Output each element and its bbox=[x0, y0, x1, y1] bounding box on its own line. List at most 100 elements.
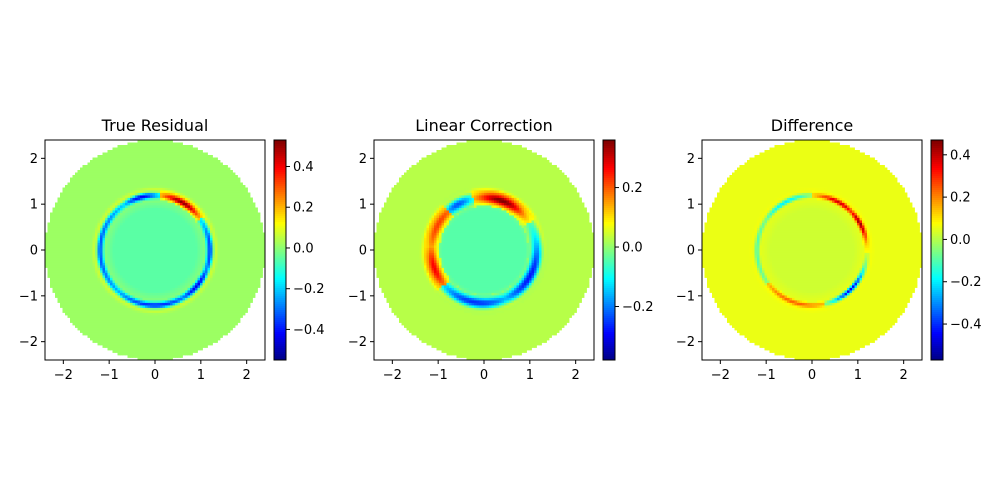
heatmap-cell bbox=[145, 200, 148, 203]
heatmap-cell bbox=[172, 335, 176, 338]
heatmap-cell bbox=[105, 337, 108, 341]
heatmap-cell bbox=[120, 305, 123, 308]
heatmap-cell bbox=[175, 162, 178, 166]
heatmap-cell bbox=[107, 297, 111, 301]
heatmap-cell bbox=[65, 200, 68, 203]
heatmap-cell bbox=[210, 317, 213, 321]
heatmap-cell bbox=[150, 235, 153, 238]
heatmap-cell bbox=[152, 255, 156, 258]
heatmap-cell bbox=[172, 322, 176, 326]
heatmap-cell bbox=[112, 252, 116, 256]
heatmap-cell bbox=[97, 202, 101, 206]
heatmap-cell bbox=[125, 192, 128, 196]
heatmap-cell bbox=[195, 232, 198, 236]
heatmap-cell bbox=[177, 170, 181, 173]
heatmap-cell bbox=[170, 245, 173, 248]
heatmap-cell bbox=[77, 197, 81, 201]
heatmap-cell bbox=[162, 355, 166, 358]
heatmap-cell bbox=[205, 332, 208, 336]
heatmap-cell bbox=[105, 305, 108, 308]
heatmap-cell bbox=[185, 190, 188, 193]
heatmap-cell bbox=[105, 325, 108, 328]
heatmap-cell bbox=[177, 285, 181, 288]
heatmap-cell bbox=[97, 225, 101, 228]
heatmap-cell bbox=[102, 332, 106, 336]
heatmap-cell bbox=[145, 347, 148, 351]
heatmap-cell bbox=[127, 195, 131, 198]
heatmap-cell bbox=[130, 220, 133, 223]
heatmap-cell bbox=[57, 260, 61, 263]
heatmap-cell bbox=[57, 220, 61, 223]
heatmap-cell bbox=[85, 257, 88, 261]
heatmap-cell bbox=[57, 212, 61, 216]
heatmap-cell bbox=[120, 255, 123, 258]
heatmap-cell bbox=[140, 330, 143, 333]
heatmap-cell bbox=[95, 160, 98, 163]
heatmap-cell bbox=[85, 247, 88, 251]
heatmap-cell bbox=[135, 270, 138, 273]
heatmap-cell bbox=[117, 307, 121, 311]
heatmap-cell bbox=[150, 335, 153, 338]
heatmap-cell bbox=[195, 247, 198, 251]
heatmap-cell bbox=[185, 322, 188, 326]
heatmap-cell bbox=[117, 177, 121, 181]
heatmap-cell bbox=[45, 255, 48, 258]
heatmap-cell bbox=[75, 180, 78, 183]
heatmap-cell bbox=[80, 257, 83, 261]
heatmap-cell bbox=[210, 287, 213, 291]
heatmap-cell bbox=[102, 257, 106, 261]
heatmap-cell bbox=[205, 317, 208, 321]
heatmap-cell bbox=[77, 322, 81, 326]
heatmap-cell bbox=[167, 147, 171, 151]
heatmap-cell bbox=[177, 307, 181, 311]
heatmap-cell bbox=[90, 297, 93, 301]
heatmap-cell bbox=[177, 347, 181, 351]
heatmap-cell bbox=[90, 287, 93, 291]
heatmap-cell bbox=[115, 177, 118, 181]
heatmap-cell bbox=[162, 345, 166, 348]
heatmap-cell bbox=[167, 317, 171, 321]
heatmap-cell bbox=[112, 177, 116, 181]
heatmap-cell bbox=[115, 217, 118, 221]
heatmap-cell bbox=[105, 157, 108, 161]
heatmap-cell bbox=[130, 192, 133, 196]
heatmap-cell bbox=[130, 297, 133, 301]
heatmap-cell bbox=[175, 177, 178, 181]
heatmap-cell bbox=[202, 250, 206, 253]
heatmap-cell bbox=[132, 195, 136, 198]
heatmap-cell bbox=[137, 250, 141, 253]
heatmap-cell bbox=[82, 255, 86, 258]
heatmap-cell bbox=[140, 257, 143, 261]
heatmap-cell bbox=[207, 260, 211, 263]
heatmap-cell bbox=[190, 332, 193, 336]
heatmap-cell bbox=[115, 295, 118, 298]
heatmap-cell bbox=[172, 167, 176, 171]
heatmap-cell bbox=[125, 285, 128, 288]
heatmap-cell bbox=[132, 247, 136, 251]
heatmap-cell bbox=[92, 210, 96, 213]
heatmap-cell bbox=[170, 150, 173, 153]
heatmap-cell bbox=[190, 202, 193, 206]
heatmap-cell bbox=[97, 160, 101, 163]
heatmap-cell bbox=[112, 272, 116, 276]
heatmap-cell bbox=[172, 285, 176, 288]
heatmap-cell bbox=[195, 210, 198, 213]
heatmap-cell bbox=[212, 337, 216, 341]
heatmap-cell bbox=[147, 187, 151, 191]
heatmap-cell bbox=[115, 315, 118, 318]
heatmap-cell bbox=[185, 252, 188, 256]
heatmap-cell bbox=[145, 275, 148, 278]
heatmap-cell bbox=[90, 172, 93, 176]
heatmap-cell bbox=[137, 255, 141, 258]
heatmap-cell bbox=[107, 315, 111, 318]
heatmap-cell bbox=[135, 192, 138, 196]
heatmap-cell bbox=[107, 317, 111, 321]
heatmap-cell bbox=[120, 165, 123, 168]
heatmap-cell bbox=[202, 185, 206, 188]
heatmap-cell bbox=[122, 332, 126, 336]
heatmap-cell bbox=[115, 155, 118, 158]
heatmap-cell bbox=[187, 260, 191, 263]
heatmap-cell bbox=[95, 230, 98, 233]
heatmap-cell bbox=[75, 285, 78, 288]
heatmap-cell bbox=[125, 247, 128, 251]
